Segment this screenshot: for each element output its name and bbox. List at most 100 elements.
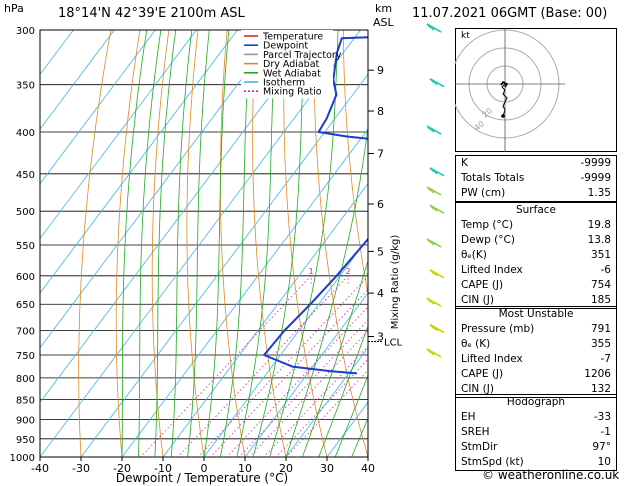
- km-tick-label: 9: [377, 64, 384, 77]
- legend-entry: Dewpoint: [263, 41, 308, 52]
- mixing-ratio-line: [197, 275, 368, 457]
- mixing-ratio-line: [238, 319, 368, 457]
- dry-adiabat-line: [283, 30, 328, 457]
- dry-adiabat-line: [372, 30, 450, 457]
- mixing-ratio-label: 8: [407, 267, 412, 276]
- surface-row: Temp (°C) 19.8: [456, 218, 616, 233]
- isotherm-line: [285, 347, 368, 457]
- wind-barb: [429, 204, 445, 214]
- hodo-row: EH -33: [456, 410, 616, 425]
- pressure-tick-label: 900: [16, 416, 35, 427]
- surface-title: Surface: [515, 204, 556, 216]
- index-value: -9999: [580, 157, 611, 169]
- dry-adiabat-line: [151, 30, 170, 457]
- mu-label: θₑ (K): [461, 338, 491, 350]
- surface-value: 351: [590, 249, 611, 261]
- mu-value: 1206: [584, 368, 611, 380]
- legend-entry: Mixing Ratio: [263, 87, 322, 98]
- hodograph-kt-label: kt: [461, 31, 470, 41]
- mu-value: 355: [590, 338, 611, 350]
- index-label: PW (cm): [461, 187, 506, 199]
- station-location: 18°14'N 42°39'E 2100m ASL: [58, 6, 245, 21]
- pressure-tick-label: 950: [16, 435, 35, 446]
- surface-value: 185: [590, 294, 611, 306]
- wet-adiabat-line: [220, 30, 252, 457]
- wind-barb: [429, 167, 445, 177]
- mixing-ratio-line: [177, 274, 349, 457]
- mixing-ratio-line: [263, 345, 368, 457]
- hodograph-table: Hodograph EH -33 SREH -1 StmDir 97° StmSpd …: [455, 394, 617, 471]
- pressure-tick-label: 700: [16, 327, 35, 338]
- hodograph-end-point: [501, 114, 505, 118]
- km-tick-label: 3: [377, 331, 384, 344]
- legend-entry: Wet Adiabat: [263, 68, 321, 79]
- isotherm-line: [40, 30, 74, 76]
- hodo-label: StmDir: [461, 441, 498, 453]
- footer-credit[interactable]: © weatheronline.co.uk: [482, 468, 620, 482]
- dewpoint-line: [263, 36, 368, 375]
- pressure-tick-label: 1000: [10, 453, 35, 464]
- hodograph-trace: [501, 83, 508, 117]
- most-unstable-title: Most Unstable: [498, 308, 574, 320]
- pressure-tick-label: 450: [16, 170, 35, 181]
- mixing-ratio-label: 3: [366, 267, 371, 276]
- legend-entry: Dry Adiabat: [263, 59, 320, 70]
- x-tick-label: 10: [238, 462, 252, 475]
- most-unstable-table: Most Unstable Pressure (mb) 791 θₑ (K) 355…: [455, 306, 617, 398]
- surface-row: CAPE (J) 754: [456, 278, 616, 293]
- isotherm-line: [40, 30, 115, 130]
- wet-adiabat-line: [285, 122, 368, 457]
- dry-adiabat-line: [252, 30, 287, 457]
- km-tick-label: 7: [377, 148, 384, 161]
- dry-adiabat-line: [313, 30, 368, 457]
- x-tick-label: -10: [154, 462, 172, 475]
- isotherm-line: [244, 292, 368, 457]
- wet-adiabat-line: [236, 30, 277, 457]
- surface-value: -6: [600, 264, 611, 276]
- mixing-ratio-line: [249, 330, 368, 457]
- hodograph-frame: [455, 28, 617, 152]
- sounding-datetime: 11.07.2021 06GMT (Base: 00): [412, 6, 608, 21]
- pressure-tick-label: 500: [16, 207, 35, 218]
- hodo-value: -1: [600, 426, 611, 438]
- index-label: K: [461, 157, 468, 169]
- legend-entry: Isotherm: [263, 78, 305, 89]
- index-row: Totals Totals -9999: [456, 171, 616, 186]
- index-value: 1.35: [587, 187, 611, 199]
- surface-label: Dewp (°C): [461, 234, 515, 246]
- hodo-label: SREH: [461, 426, 490, 438]
- index-label: Totals Totals: [461, 172, 525, 184]
- wind-barb: [426, 23, 442, 33]
- hodo-value: 10: [597, 456, 611, 468]
- asl-unit-label: ASL: [373, 16, 394, 29]
- wind-barb: [426, 348, 442, 358]
- mixing-ratio-label: 20: [441, 267, 451, 276]
- hodo-value: 97°: [592, 441, 611, 453]
- km-tick-label: 4: [377, 287, 384, 300]
- pressure-tick-label: 600: [16, 272, 35, 283]
- surface-row: θₑ(K) 351: [456, 248, 616, 263]
- mu-label: Lifted Index: [461, 353, 523, 365]
- dry-adiabat-line: [220, 30, 246, 457]
- x-tick-label: -40: [31, 462, 49, 475]
- pressure-tick-label: 350: [16, 81, 35, 92]
- index-value: -9999: [580, 172, 611, 184]
- hodo-row: SREH -1: [456, 425, 616, 440]
- mixing-ratio-line: [140, 274, 312, 457]
- surface-label: CAPE (J): [461, 279, 504, 291]
- km-tick-label: 6: [377, 198, 384, 211]
- surface-row: Lifted Index -6: [456, 263, 616, 278]
- hodo-value: -33: [593, 411, 611, 423]
- wind-barb: [429, 269, 445, 279]
- hpa-unit-label: hPa: [4, 2, 24, 15]
- mixing-ratio-label: 4: [378, 267, 383, 276]
- surface-row: Dewp (°C) 13.8: [456, 233, 616, 248]
- wet-adiabat-line: [252, 30, 305, 457]
- wet-adiabat-line: [170, 30, 193, 457]
- wet-adiabat-line: [121, 30, 148, 457]
- km-tick-label: 8: [377, 105, 384, 118]
- mixing-ratio-line: [286, 369, 368, 457]
- wind-barb: [426, 125, 442, 135]
- mixing-ratio-label: 10: [415, 267, 425, 276]
- mixing-ratio-axis-label: Mixing Ratio (g/kg): [390, 235, 401, 330]
